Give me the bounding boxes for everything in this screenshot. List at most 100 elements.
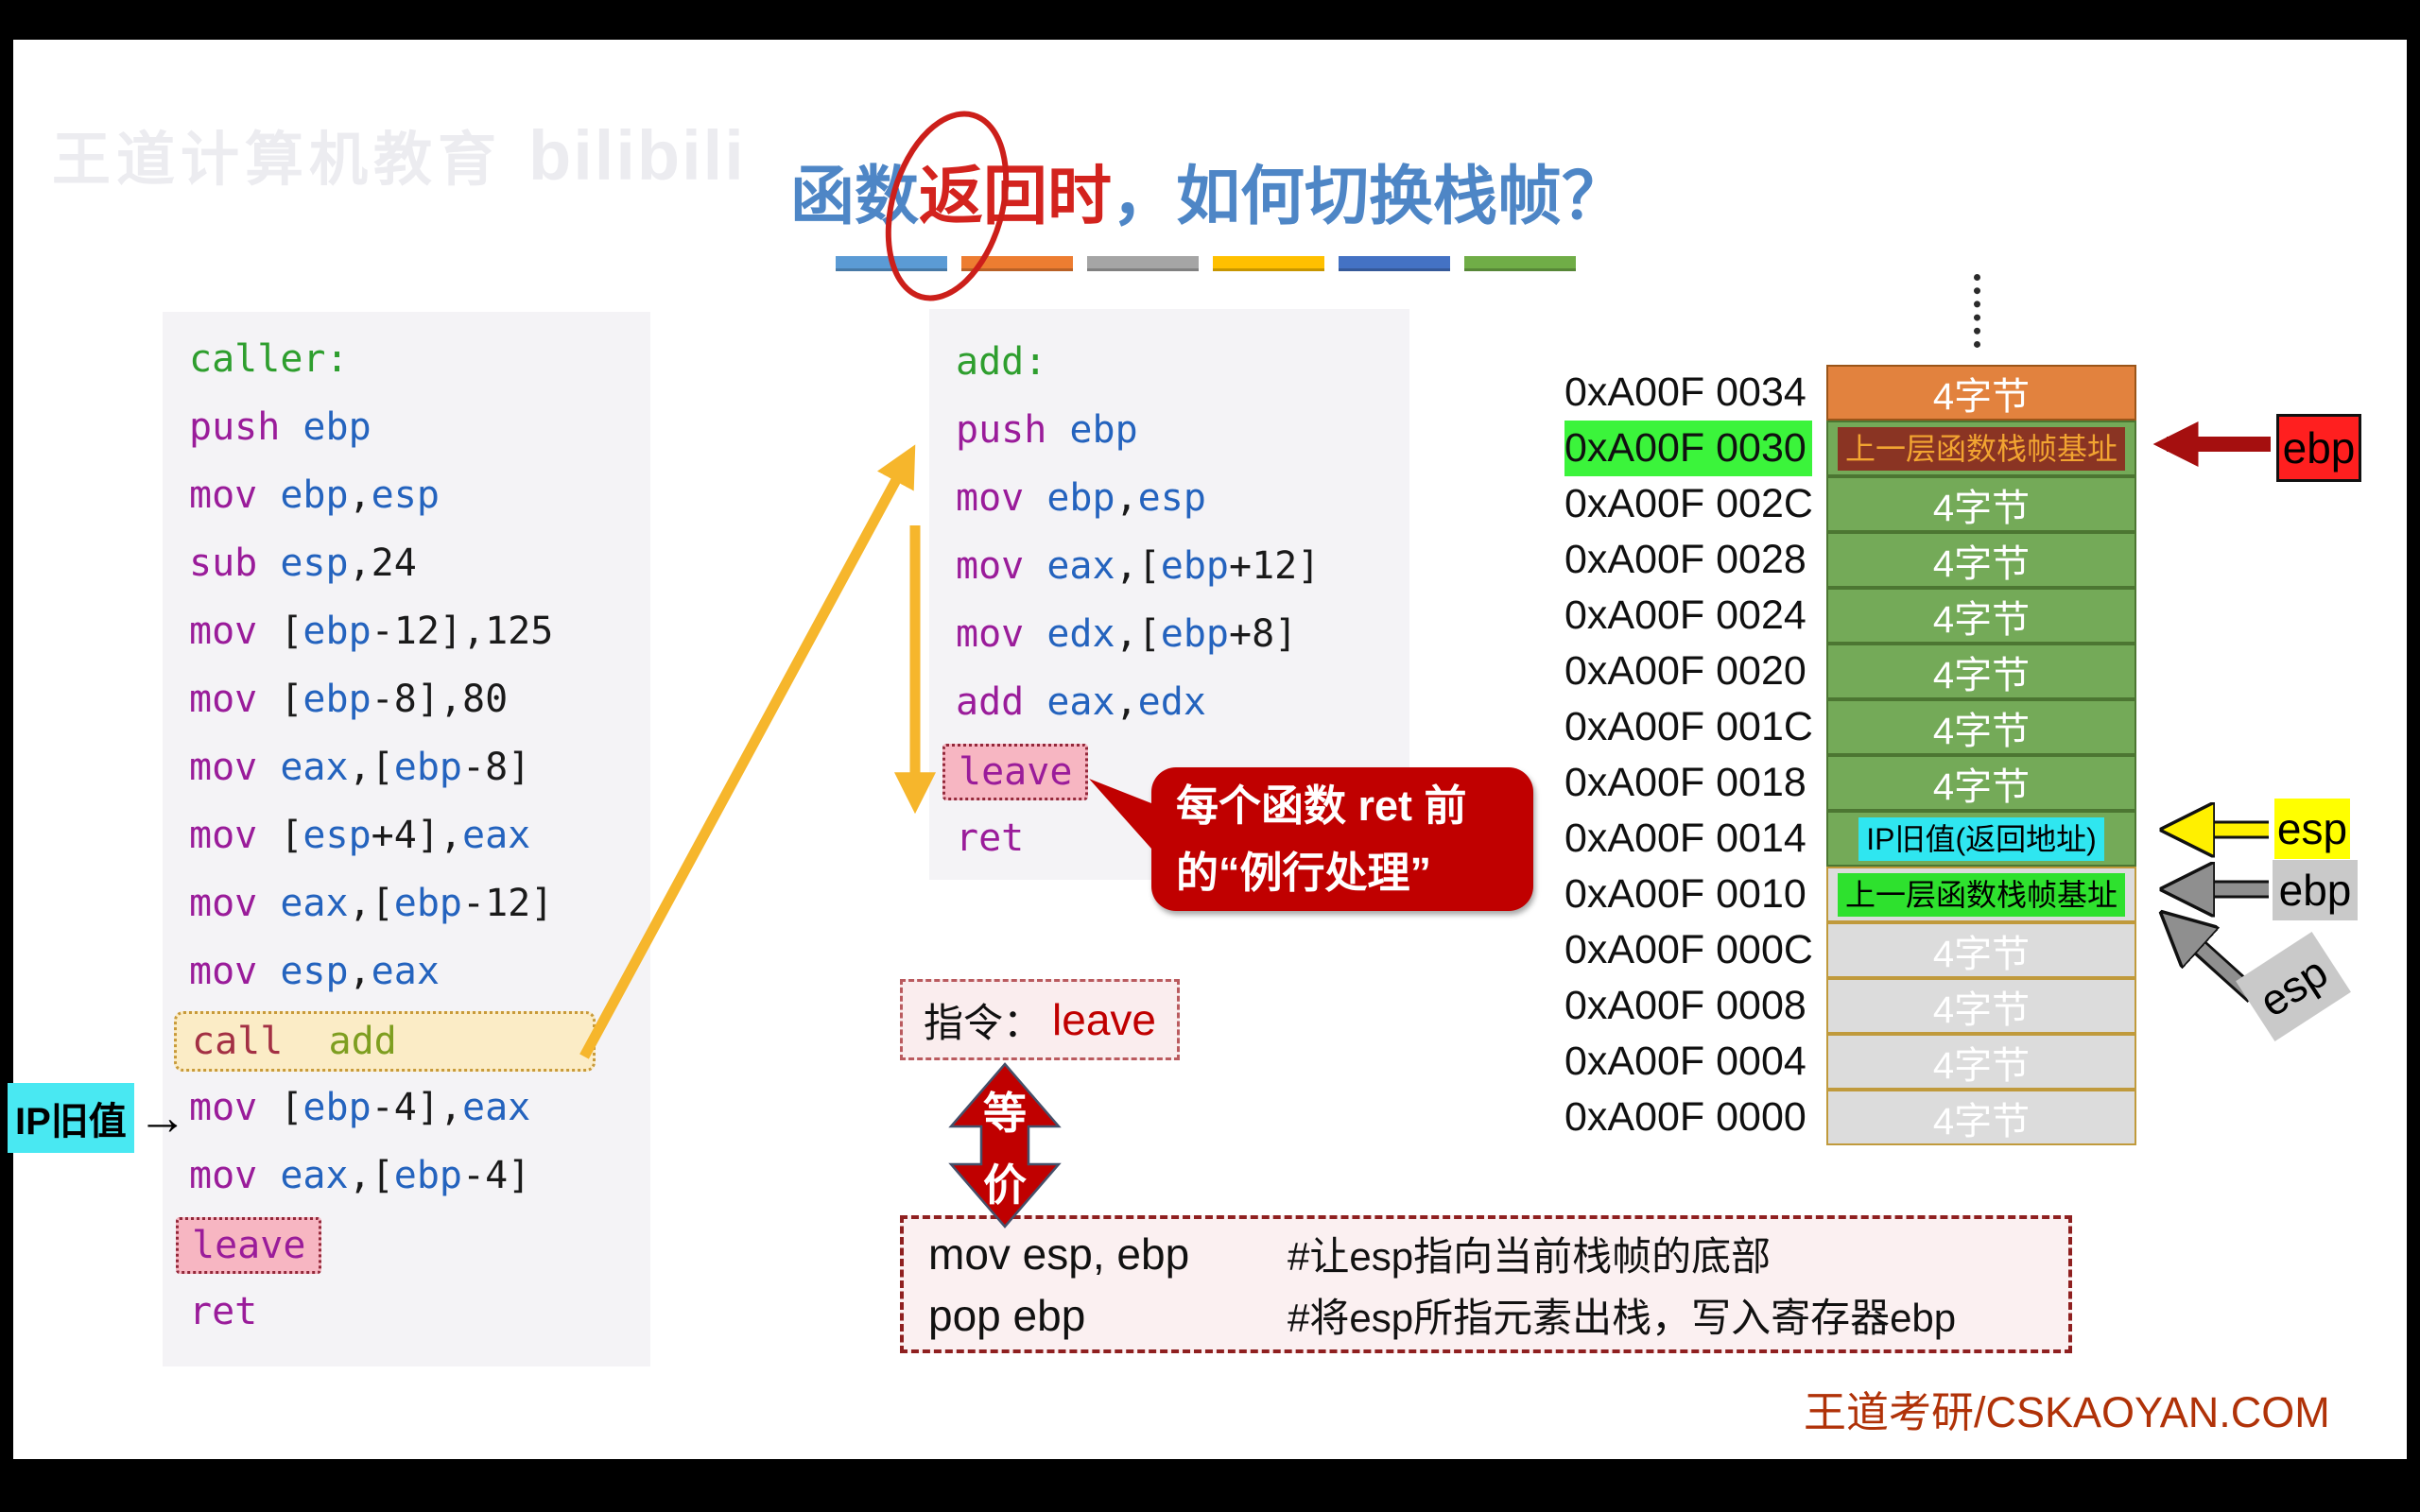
esp-register-label: esp xyxy=(2274,799,2350,859)
code-token: caller: xyxy=(189,337,349,381)
code-token: eax xyxy=(280,1154,349,1197)
code-token: -12],125 xyxy=(371,610,554,653)
code-line: mov eax,[ebp-8] xyxy=(189,733,650,801)
decor-bar xyxy=(836,256,947,271)
code-token: ret xyxy=(956,816,1025,860)
code-token: leave xyxy=(959,750,1073,794)
memory-cell-bytes: 4字节 xyxy=(1932,654,2031,696)
expansion-code: mov esp, ebp xyxy=(928,1228,1190,1279)
title-part-pre: 函数 xyxy=(790,161,920,232)
code-token: ,24 xyxy=(348,541,417,585)
equivalence-char1: 等 xyxy=(983,1089,1027,1138)
code-line: leave xyxy=(176,1210,650,1278)
leave-expansion-box: mov esp, ebp #让esp指向当前栈帧的底部 pop ebp #将es… xyxy=(900,1215,2072,1353)
memory-address: 0xA00F 0028 xyxy=(1564,537,1806,582)
code-token: mov xyxy=(189,746,281,789)
memory-row: 0xA00F 002C 4字节 xyxy=(1564,476,2136,532)
expansion-row: pop ebp #将esp所指元素出栈，写入寄存器ebp xyxy=(928,1286,2068,1344)
code-line: leave xyxy=(942,736,1409,804)
expansion-row: mov esp, ebp #让esp指向当前栈帧的底部 xyxy=(928,1225,2068,1282)
memory-cell: IP旧值(返回地址) xyxy=(1826,811,2136,867)
memory-cell-label: 上一层函数栈帧基址 xyxy=(1837,872,2125,917)
memory-cell-bytes: 4字节 xyxy=(1932,598,2031,641)
code-token: ebp xyxy=(1046,476,1115,520)
memory-address: 0xA00F 0024 xyxy=(1564,593,1806,638)
decor-bars xyxy=(836,256,1576,271)
code-token: call xyxy=(192,1020,284,1063)
memory-address: 0xA00F 002C xyxy=(1564,481,1813,526)
memory-address: 0xA00F 000C xyxy=(1564,927,1813,972)
decor-bar xyxy=(1213,256,1324,271)
memory-row: 0xA00F 0034 4字节 xyxy=(1564,365,2136,421)
memory-cell-bytes: 4字节 xyxy=(1932,988,2031,1031)
memory-cell-label: 上一层函数栈帧基址 xyxy=(1837,426,2125,471)
memory-cell: 4字节 xyxy=(1826,699,2136,755)
code-token: -8],80 xyxy=(371,678,509,721)
code-token: ,[ xyxy=(1115,544,1161,588)
memory-cell: 4字节 xyxy=(1826,1090,2136,1145)
code-token: ebp xyxy=(302,405,372,449)
equivalence-label: 等 价 xyxy=(967,1079,1043,1213)
code-token: ebp xyxy=(393,746,462,789)
code-line: add eax,edx xyxy=(956,668,1409,736)
code-token: ebp xyxy=(393,1154,462,1197)
code-line: mov edx,[ebp+8] xyxy=(956,600,1409,668)
code-line: mov ebp,esp xyxy=(189,461,650,529)
code-token: [ xyxy=(280,678,303,721)
code-token: ebp xyxy=(302,678,372,721)
memory-address: 0xA00F 0034 xyxy=(1564,369,1806,415)
memory-row: 0xA00F 0030 上一层函数栈帧基址 xyxy=(1564,421,2136,476)
memory-row: 0xA00F 0010 上一层函数栈帧基址 xyxy=(1564,867,2136,922)
code-line: sub esp,24 xyxy=(189,529,650,597)
code-token: [ xyxy=(280,1086,303,1129)
memory-cell: 4字节 xyxy=(1826,755,2136,811)
memory-address: 0xA00F 0004 xyxy=(1564,1039,1806,1084)
caller-code-block: caller: push ebp mov ebp,esp sub esp,24 mov … xyxy=(163,312,650,1366)
code-token: eax xyxy=(280,746,349,789)
code-line: mov eax,[ebp-12] xyxy=(189,869,650,937)
code-token: eax xyxy=(1046,544,1115,588)
memory-row: 0xA00F 0018 4字节 xyxy=(1564,755,2136,811)
memory-cell: 4字节 xyxy=(1826,476,2136,532)
code-token: , xyxy=(348,950,372,993)
code-token: ebp xyxy=(302,1086,372,1129)
code-token: esp xyxy=(371,473,440,517)
memory-cell-label: IP旧值(返回地址) xyxy=(1858,816,2104,861)
code-token: mov xyxy=(189,473,281,517)
old-ebp-register-label: ebp xyxy=(2273,860,2358,920)
code-token: ebp xyxy=(1160,544,1229,588)
code-token: add xyxy=(956,680,1047,724)
code-token: , xyxy=(348,473,372,517)
memory-cell-bytes: 4字节 xyxy=(1932,1044,2031,1087)
memory-row: 0xA00F 0014 IP旧值(返回地址) xyxy=(1564,811,2136,867)
code-token: esp xyxy=(280,541,349,585)
memory-row: 0xA00F 000C 4字节 xyxy=(1564,922,2136,978)
page-title: 函数返回时，如何切换栈帧？ xyxy=(790,144,1626,237)
memory-cell: 4字节 xyxy=(1826,1034,2136,1090)
bilibili-logo: bilibili xyxy=(528,116,746,195)
code-token: , xyxy=(1115,476,1138,520)
memory-cell-bytes: 4字节 xyxy=(1932,487,2031,529)
code-token: add: xyxy=(956,340,1047,384)
memory-row: 0xA00F 0000 4字节 xyxy=(1564,1090,2136,1145)
memory-address: 0xA00F 001C xyxy=(1564,704,1813,749)
memory-row: 0xA00F 0004 4字节 xyxy=(1564,1034,2136,1090)
memory-row: 0xA00F 0020 4字节 xyxy=(1564,644,2136,699)
code-token: esp xyxy=(302,814,372,857)
frame-bar-left xyxy=(0,0,13,1512)
site-footer: 王道考研/CSKAOYAN.COM xyxy=(1804,1388,2330,1436)
decor-bar xyxy=(1339,256,1450,271)
leave-highlight: leave xyxy=(176,1217,322,1274)
code-token: mov xyxy=(189,814,281,857)
memory-row: 0xA00F 0028 4字节 xyxy=(1564,532,2136,588)
memory-cell: 4字节 xyxy=(1826,978,2136,1034)
code-line: add: xyxy=(956,328,1409,396)
right-arrow-icon: → xyxy=(137,1091,187,1145)
decor-bar xyxy=(1464,256,1576,271)
code-token: ebp xyxy=(1069,408,1138,452)
call-highlight: call add xyxy=(174,1011,596,1072)
title-part-highlighted: 返回时 xyxy=(919,161,1113,232)
ebp-register-label: ebp xyxy=(2276,414,2361,482)
code-token: [ xyxy=(280,610,303,653)
